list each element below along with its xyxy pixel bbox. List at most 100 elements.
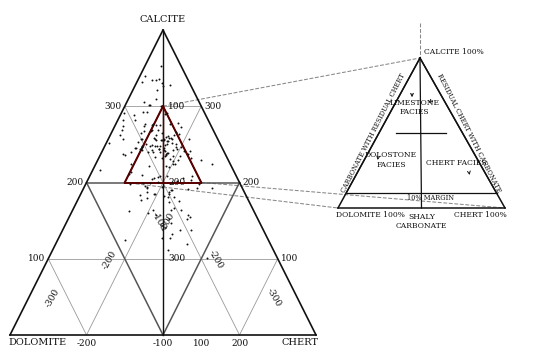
Point <box>170 206 179 211</box>
Point <box>151 136 160 142</box>
Point <box>137 144 146 150</box>
Point <box>170 194 179 200</box>
Point <box>138 79 146 85</box>
Point <box>184 151 192 156</box>
Text: 100: 100 <box>192 339 210 348</box>
Point <box>138 172 146 178</box>
Point <box>127 150 136 155</box>
Point <box>164 150 173 155</box>
Point <box>155 146 163 151</box>
Text: DOLOMITE: DOLOMITE <box>8 338 66 347</box>
Point <box>160 147 168 153</box>
Point <box>192 185 201 191</box>
Point <box>164 135 173 141</box>
Point <box>138 109 147 115</box>
Point <box>165 199 174 205</box>
Point <box>166 135 175 141</box>
Text: CARBONATE WITH RESIDUAL CHERT: CARBONATE WITH RESIDUAL CHERT <box>339 72 406 194</box>
Point <box>155 123 164 129</box>
Text: 200: 200 <box>67 178 84 187</box>
Point <box>184 186 192 192</box>
Point <box>175 153 184 159</box>
Point <box>104 140 113 146</box>
Point <box>172 129 180 135</box>
Point <box>165 156 174 162</box>
Point <box>153 143 162 148</box>
Point <box>157 235 166 241</box>
Point <box>126 181 135 187</box>
Point <box>170 161 179 167</box>
Point <box>136 192 145 198</box>
Text: -100: -100 <box>158 211 176 233</box>
Point <box>155 149 164 155</box>
Point <box>153 174 162 180</box>
Point <box>163 150 172 156</box>
Point <box>187 155 196 161</box>
Point <box>136 146 145 152</box>
Point <box>158 155 167 161</box>
Point <box>163 174 172 180</box>
Point <box>136 198 145 203</box>
Point <box>144 102 153 108</box>
Point <box>203 255 212 261</box>
Point <box>148 122 157 128</box>
Point <box>184 136 193 142</box>
Point <box>143 195 152 201</box>
Point <box>172 178 181 184</box>
Point <box>153 127 162 133</box>
Point <box>121 237 130 243</box>
Point <box>148 143 157 148</box>
Point <box>140 100 148 105</box>
Point <box>170 132 179 138</box>
Point <box>138 136 146 142</box>
Point <box>125 172 134 177</box>
Text: -100: -100 <box>150 211 168 233</box>
Point <box>171 144 180 150</box>
Point <box>195 181 204 187</box>
Point <box>132 145 141 151</box>
Point <box>164 247 173 253</box>
Point <box>168 188 177 193</box>
Text: CHERT: CHERT <box>281 338 318 347</box>
Point <box>186 177 195 183</box>
Point <box>150 135 158 141</box>
Text: CHERT FACIES: CHERT FACIES <box>426 159 486 167</box>
Text: CHERT 100%: CHERT 100% <box>454 211 507 219</box>
Point <box>147 129 156 134</box>
Point <box>150 154 159 160</box>
Point <box>131 146 140 151</box>
Point <box>127 169 136 175</box>
Text: SHALY
CARBONATE: SHALY CARBONATE <box>396 213 447 230</box>
Point <box>163 110 172 115</box>
Point <box>138 143 146 149</box>
Point <box>161 111 169 117</box>
Point <box>156 137 165 143</box>
Point <box>136 146 145 151</box>
Point <box>184 212 192 218</box>
Point <box>148 176 157 182</box>
Text: -200: -200 <box>101 249 119 271</box>
Point <box>141 141 150 147</box>
Point <box>150 191 158 197</box>
Point <box>166 121 175 127</box>
Point <box>173 147 182 152</box>
Point <box>151 191 160 197</box>
Point <box>176 227 185 233</box>
Text: CALCITE: CALCITE <box>140 15 186 24</box>
Point <box>168 136 177 142</box>
Point <box>142 185 151 191</box>
Point <box>131 117 140 123</box>
Text: LIMESTONE
FACIES: LIMESTONE FACIES <box>389 99 439 116</box>
Point <box>146 180 155 185</box>
Point <box>175 198 184 204</box>
Point <box>141 183 150 189</box>
Point <box>95 168 104 173</box>
Point <box>141 73 150 79</box>
Point <box>158 80 167 85</box>
Point <box>157 184 166 190</box>
Point <box>185 215 194 220</box>
Point <box>140 128 148 134</box>
Point <box>166 220 175 226</box>
Point <box>187 173 196 178</box>
Point <box>129 112 138 118</box>
